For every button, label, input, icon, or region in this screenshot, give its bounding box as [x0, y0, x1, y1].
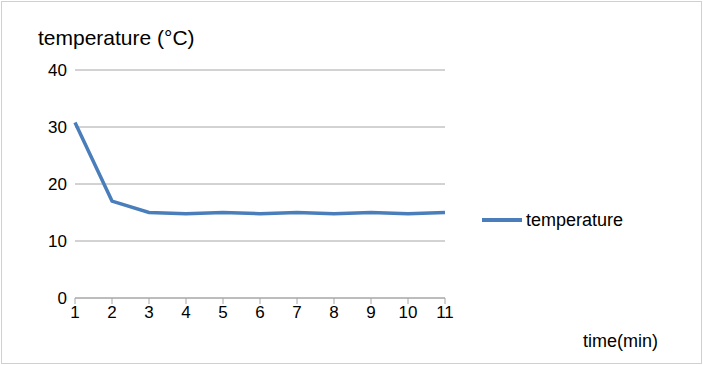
- svg-text:8: 8: [329, 303, 338, 322]
- svg-text:9: 9: [366, 303, 375, 322]
- svg-text:5: 5: [218, 303, 227, 322]
- svg-text:10: 10: [399, 303, 418, 322]
- html-text:temperature (°C): temperature (°C): [38, 26, 195, 49]
- svg-text:4: 4: [181, 303, 190, 322]
- svg-text:2: 2: [107, 303, 116, 322]
- svg-text:1: 1: [70, 303, 79, 322]
- svg-text:10: 10: [48, 232, 67, 251]
- svg-text:11: 11: [436, 303, 454, 322]
- svg-text:30: 30: [48, 118, 67, 137]
- svg-text:0: 0: [58, 289, 67, 308]
- html-text:temperature: temperature: [526, 209, 624, 230]
- svg-text:7: 7: [292, 303, 301, 322]
- svg-text:6: 6: [255, 303, 264, 322]
- svg-text:3: 3: [144, 303, 153, 322]
- svg-text:40: 40: [48, 61, 67, 80]
- svg-text:20: 20: [48, 175, 67, 194]
- html-text:time(min): time(min): [583, 331, 658, 351]
